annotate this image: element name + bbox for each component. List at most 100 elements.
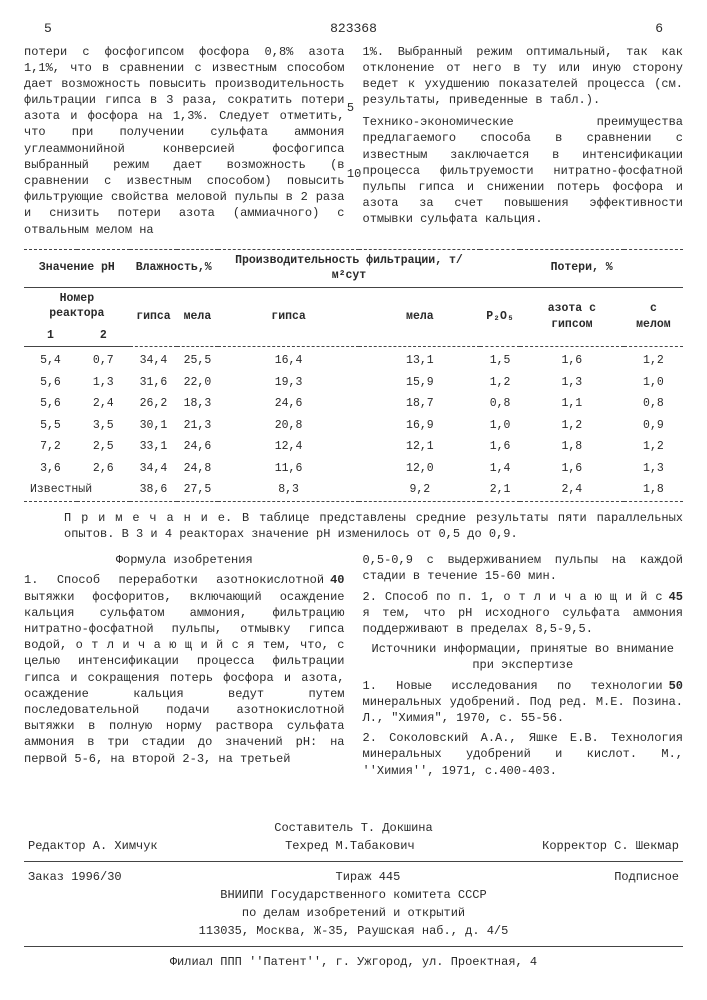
cell-nm: 0,8	[624, 393, 683, 415]
cell-pm: 12,0	[359, 458, 480, 480]
cell-p: 1,5	[480, 347, 520, 372]
doc-number: 823368	[330, 20, 377, 38]
th-prod: Производительность фильтрации, т/м²сут	[218, 249, 481, 287]
cell-mm: 22,0	[177, 372, 217, 394]
cell-nm: 1,2	[624, 436, 683, 458]
cell-mm: 25,5	[177, 347, 217, 372]
cell-pg: 19,3	[218, 372, 360, 394]
cell-pg: 11,6	[218, 458, 360, 480]
cell-r1: 5,6	[24, 372, 77, 394]
cell-p: 2,1	[480, 479, 520, 501]
cell-r1: 5,6	[24, 393, 77, 415]
table-row: 5,61,331,622,019,315,91,21,31,0	[24, 372, 683, 394]
cell-r2: 2,5	[77, 436, 130, 458]
cell-p: 0,8	[480, 393, 520, 415]
footer-sign: Подписное	[614, 868, 679, 886]
cell-nm: 1,0	[624, 372, 683, 394]
cell-mm: 24,6	[177, 436, 217, 458]
claim-1: 401. Способ переработки азотнокислотной …	[24, 572, 345, 766]
cell-r1: Известный	[24, 479, 130, 501]
sources-title: Источники информации, принятые во вниман…	[363, 641, 684, 673]
cell-r2: 3,5	[77, 415, 130, 437]
page: 5 823368 6 5 10 потери с фосфогипсом фос…	[0, 0, 707, 995]
cell-p: 1,2	[480, 372, 520, 394]
cell-pm: 13,1	[359, 347, 480, 372]
table-row: 5,62,426,218,324,618,70,81,10,8	[24, 393, 683, 415]
margin-num-50: 50	[669, 678, 683, 694]
th-pm: мела	[359, 287, 480, 347]
cell-pg: 20,8	[218, 415, 360, 437]
source-2: 2. Соколовский А.А., Яшке Е.В. Технологи…	[363, 730, 684, 779]
margin-num-5: 5	[347, 100, 354, 116]
body-right-para1: 1%. Выбранный режим оптимальный, так как…	[363, 44, 684, 109]
cell-mg: 30,1	[130, 415, 177, 437]
body-text-block: 5 10 потери с фосфогипсом фосфора 0,8% а…	[24, 44, 683, 239]
th-reactor: Номер реактора	[24, 287, 130, 325]
cell-mm: 24,8	[177, 458, 217, 480]
cell-mm: 27,5	[177, 479, 217, 501]
body-left-para: потери с фосфогипсом фосфора 0,8% азота …	[24, 44, 345, 238]
margin-num-10: 10	[347, 166, 361, 182]
th-r1: 1	[24, 325, 77, 347]
cell-mg: 38,6	[130, 479, 177, 501]
cell-ng: 1,1	[520, 393, 624, 415]
cell-mm: 18,3	[177, 393, 217, 415]
th-loss: Потери, %	[480, 249, 683, 287]
body-right-para2: Технико-экономические преимущества предл…	[363, 114, 684, 227]
cell-mg: 33,1	[130, 436, 177, 458]
cell-r2: 1,3	[77, 372, 130, 394]
table-row: 7,22,533,124,612,412,11,61,81,2	[24, 436, 683, 458]
footer-addr: 113035, Москва, Ж-35, Раушская наб., д. …	[24, 922, 683, 940]
cell-nm: 1,2	[624, 347, 683, 372]
cell-pm: 18,7	[359, 393, 480, 415]
footer-org2: по делам изобретений и открытий	[24, 904, 683, 922]
th-mm: мела	[177, 287, 217, 347]
cell-pg: 16,4	[218, 347, 360, 372]
footer-editor: Редактор А. Химчук	[28, 837, 158, 855]
cell-ng: 1,6	[520, 347, 624, 372]
cell-pm: 9,2	[359, 479, 480, 501]
footer-composer: Составитель Т. Докшина	[24, 819, 683, 837]
cell-nm: 1,3	[624, 458, 683, 480]
footer-order: Заказ 1996/30	[28, 868, 122, 886]
cell-r2: 2,6	[77, 458, 130, 480]
cell-p: 1,4	[480, 458, 520, 480]
cell-pm: 16,9	[359, 415, 480, 437]
source-1: 501. Новые исследования по технологии ми…	[363, 678, 684, 727]
th-mg: гипса	[130, 287, 177, 347]
cell-r2: 0,7	[77, 347, 130, 372]
right-col-num: 6	[655, 20, 663, 38]
th-ng: азота с гипсом	[520, 287, 624, 347]
cell-p: 1,0	[480, 415, 520, 437]
cell-mg: 31,6	[130, 372, 177, 394]
cell-ng: 1,2	[520, 415, 624, 437]
data-table: Значение pH Влажность,% Производительнос…	[24, 249, 683, 502]
cell-mg: 34,4	[130, 458, 177, 480]
cell-r1: 7,2	[24, 436, 77, 458]
cell-ng: 1,3	[520, 372, 624, 394]
footer-corrector: Корректор С. Шекмар	[542, 837, 679, 855]
th-ph: Значение pH	[24, 249, 130, 287]
cell-p: 1,6	[480, 436, 520, 458]
footer-tech: Техред М.Табакович	[285, 837, 415, 855]
claim-1b: 0,5-0,9 с выдерживанием пульпы на каждой…	[363, 552, 684, 584]
th-moist: Влажность,%	[130, 249, 218, 287]
th-nm: с мелом	[624, 287, 683, 347]
footer-org1: ВНИИПИ Государственного комитета СССР	[24, 886, 683, 904]
cell-nm: 0,9	[624, 415, 683, 437]
cell-pm: 15,9	[359, 372, 480, 394]
left-col-num: 5	[44, 20, 52, 38]
formula-title: Формула изобретения	[24, 552, 345, 568]
cell-mg: 34,4	[130, 347, 177, 372]
th-r2: 2	[77, 325, 130, 347]
cell-ng: 1,6	[520, 458, 624, 480]
footer-filial: Филиал ППП ''Патент'', г. Ужгород, ул. П…	[24, 953, 683, 971]
cell-ng: 2,4	[520, 479, 624, 501]
margin-num-40: 40	[330, 572, 344, 588]
cell-pg: 24,6	[218, 393, 360, 415]
table-note: П р и м е ч а н и е. В таблице представл…	[64, 510, 683, 542]
th-p2o5: P₂O₅	[480, 287, 520, 347]
table-row: Известный38,627,58,39,22,12,41,8	[24, 479, 683, 501]
table-row: 3,62,634,424,811,612,01,41,61,3	[24, 458, 683, 480]
table-row: 5,53,530,121,320,816,91,01,20,9	[24, 415, 683, 437]
